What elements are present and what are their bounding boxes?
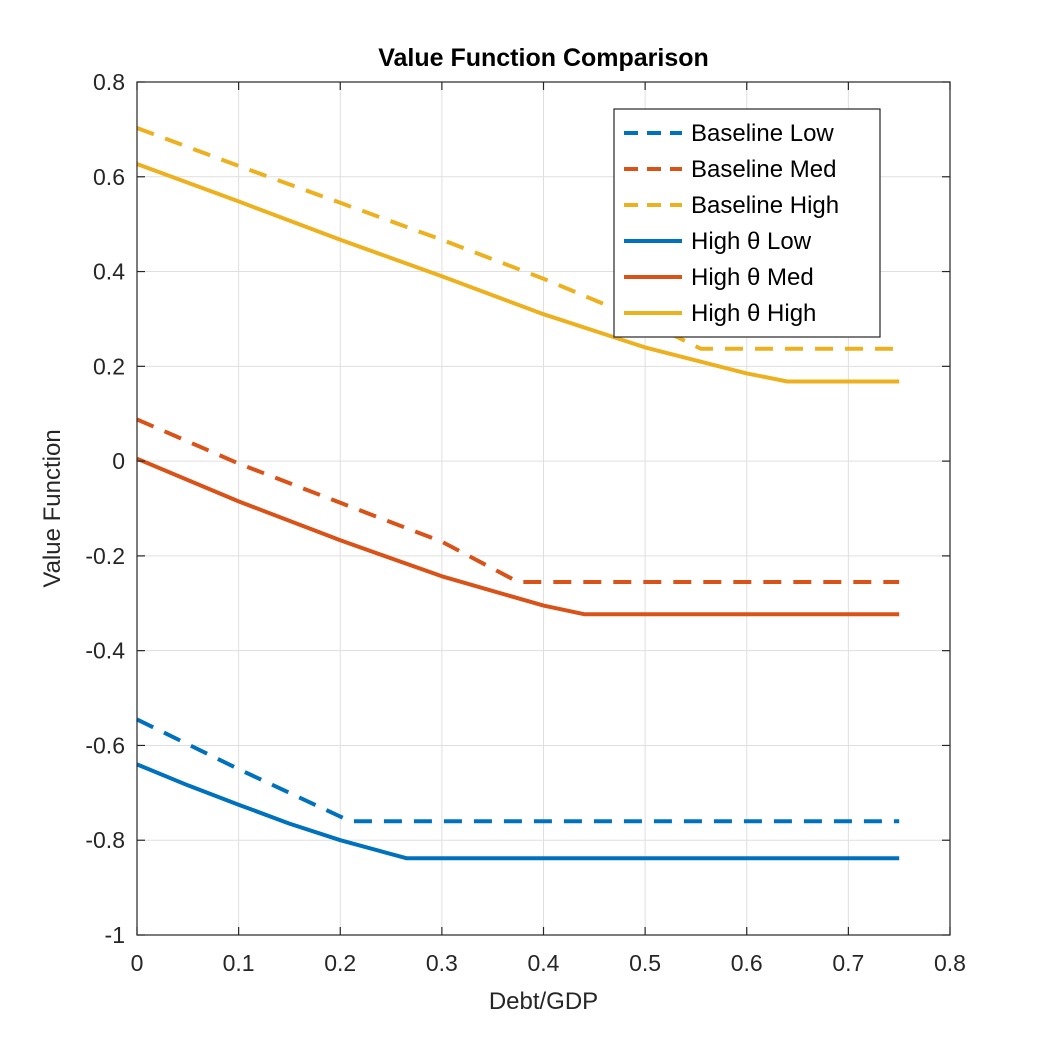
x-tick-label: 0.7 bbox=[832, 950, 864, 976]
y-tick-label: -0.8 bbox=[85, 827, 125, 853]
y-axis-label: Value Function bbox=[39, 429, 66, 587]
series-line-high-low bbox=[136, 762, 900, 861]
y-tick-label: 0.2 bbox=[93, 353, 125, 379]
series-line-baseline-med bbox=[136, 417, 900, 584]
x-tick-label: 0.1 bbox=[223, 950, 255, 976]
series-lines bbox=[136, 126, 900, 861]
legend-entry-label: High θ High bbox=[691, 300, 816, 327]
y-tick-label: -0.2 bbox=[85, 543, 125, 569]
y-tick-label: 0.4 bbox=[93, 259, 125, 285]
x-tick-label: 0.4 bbox=[528, 950, 560, 976]
legend-box bbox=[613, 108, 881, 338]
series-line-high-high bbox=[136, 162, 900, 384]
x-tick-label: 0.8 bbox=[934, 950, 966, 976]
legend-entry-label: Baseline High bbox=[691, 192, 839, 219]
x-axis-label: Debt/GDP bbox=[489, 988, 598, 1015]
x-tick-label: 0.5 bbox=[629, 950, 661, 976]
y-tick-label: -0.4 bbox=[85, 638, 125, 664]
x-tick-label: 0.2 bbox=[324, 950, 356, 976]
legend-entry-label: Baseline Low bbox=[691, 120, 834, 147]
axis-ticks: 0 0.1 0.2 0.3 0.4 0.5 0.6 0.7 0.8 -1 -0.8 -0.6 -0.4 -… bbox=[85, 69, 966, 976]
x-tick-label: 0.3 bbox=[426, 950, 458, 976]
legend-entry-label: Baseline Med bbox=[691, 156, 836, 183]
y-tick-label: 0.6 bbox=[93, 164, 125, 190]
series-line-baseline-low bbox=[136, 717, 900, 824]
legend-entry-label: High θ Med bbox=[691, 264, 814, 291]
y-tick-label: 0 bbox=[112, 448, 125, 474]
x-tick-label: 0.6 bbox=[731, 950, 763, 976]
series-line-high-med bbox=[136, 456, 900, 617]
y-tick-label: 0.8 bbox=[93, 69, 125, 95]
y-tick-label: -0.6 bbox=[85, 732, 125, 758]
series-line-baseline-high bbox=[136, 126, 900, 351]
y-tick-label: -1 bbox=[105, 922, 125, 948]
legend: Baseline Low Baseline Med Baseline High Hig… bbox=[613, 108, 881, 338]
legend-entry-label: High θ Low bbox=[691, 228, 812, 255]
x-tick-label: 0 bbox=[131, 950, 144, 976]
chart-title: Value Function Comparison bbox=[378, 44, 709, 72]
